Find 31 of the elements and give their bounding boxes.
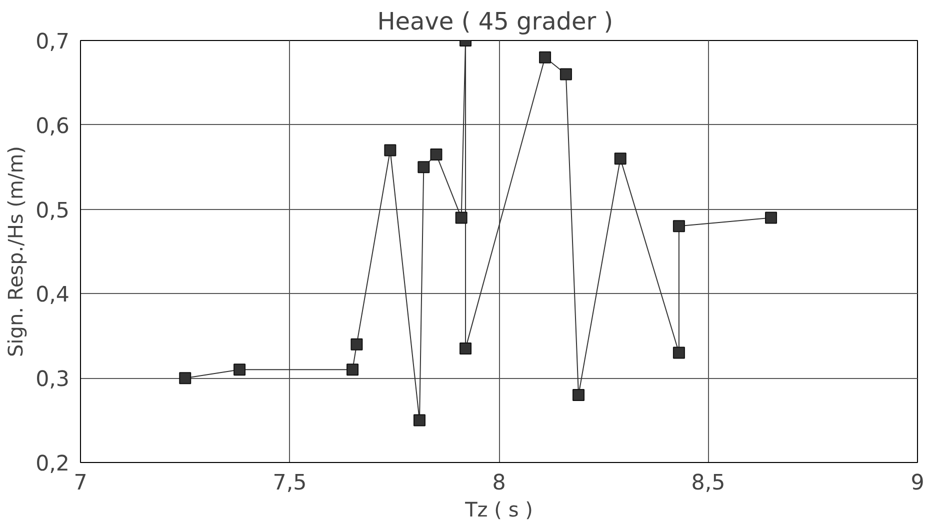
y-tick-label: 0,2 xyxy=(36,452,70,476)
y-tick-label: 0,3 xyxy=(36,367,70,392)
x-tick-label: 7 xyxy=(74,470,88,496)
point xyxy=(560,68,572,80)
point xyxy=(350,338,363,350)
point xyxy=(384,144,396,156)
point xyxy=(234,364,246,376)
x-axis-title: Tz ( s ) xyxy=(464,498,533,522)
point xyxy=(572,388,585,401)
point xyxy=(430,148,442,160)
x-tick-label: 7,5 xyxy=(272,470,307,496)
point xyxy=(413,414,426,426)
y-axis-title: Sign. Resp./Hs (m/m) xyxy=(4,146,28,357)
point xyxy=(460,342,472,355)
point xyxy=(765,212,778,224)
y-tick-label: 0,5 xyxy=(36,198,70,224)
point xyxy=(614,152,626,165)
x-tick-label: 9 xyxy=(910,470,924,496)
y-tick-label: 0,6 xyxy=(36,114,70,139)
y-tick-label: 0,7 xyxy=(36,30,70,54)
chart-title: Heave ( 45 grader ) xyxy=(377,8,614,36)
point xyxy=(672,220,685,232)
point xyxy=(418,161,430,174)
point xyxy=(179,372,192,384)
point xyxy=(455,212,468,224)
y-tick-label: 0,4 xyxy=(36,282,70,308)
point xyxy=(672,346,685,359)
x-tick-label: 8 xyxy=(492,470,506,496)
point xyxy=(346,364,359,376)
x-tick-label: 8,5 xyxy=(691,470,726,496)
point xyxy=(539,51,552,64)
